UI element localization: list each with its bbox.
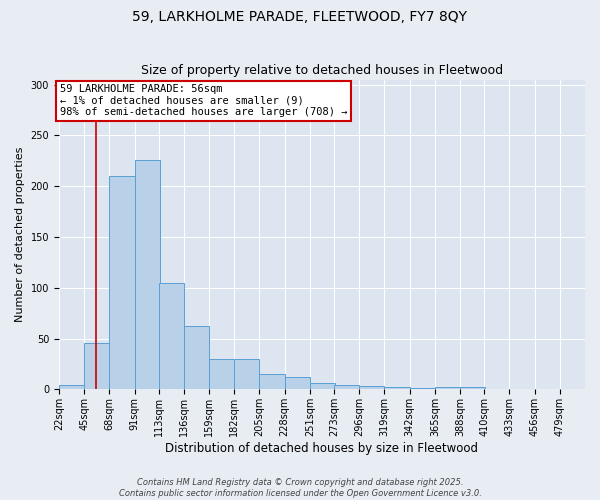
Bar (385, 388, 410, 390)
Bar (435, 388, 460, 390)
Bar (259, 374, 284, 390)
Bar (209, 359, 234, 390)
Bar (184, 326, 209, 390)
Bar (158, 283, 184, 390)
Bar (460, 388, 485, 390)
Bar (410, 388, 435, 390)
X-axis label: Distribution of detached houses by size in Fleetwood: Distribution of detached houses by size … (166, 442, 478, 455)
Text: 59, LARKHOLME PARADE, FLEETWOOD, FY7 8QY: 59, LARKHOLME PARADE, FLEETWOOD, FY7 8QY (133, 10, 467, 24)
Text: 59 LARKHOLME PARADE: 56sqm
← 1% of detached houses are smaller (9)
98% of semi-d: 59 LARKHOLME PARADE: 56sqm ← 1% of detac… (60, 84, 347, 117)
Bar (109, 176, 134, 390)
Title: Size of property relative to detached houses in Fleetwood: Size of property relative to detached ho… (141, 64, 503, 77)
Y-axis label: Number of detached properties: Number of detached properties (15, 147, 25, 322)
Bar (359, 386, 385, 390)
Bar (284, 377, 310, 390)
Bar (59, 386, 84, 390)
Bar (234, 359, 259, 390)
Text: Contains HM Land Registry data © Crown copyright and database right 2025.
Contai: Contains HM Land Registry data © Crown c… (119, 478, 481, 498)
Bar (310, 384, 335, 390)
Bar (334, 386, 359, 390)
Bar (84, 342, 109, 390)
Bar (134, 160, 160, 390)
